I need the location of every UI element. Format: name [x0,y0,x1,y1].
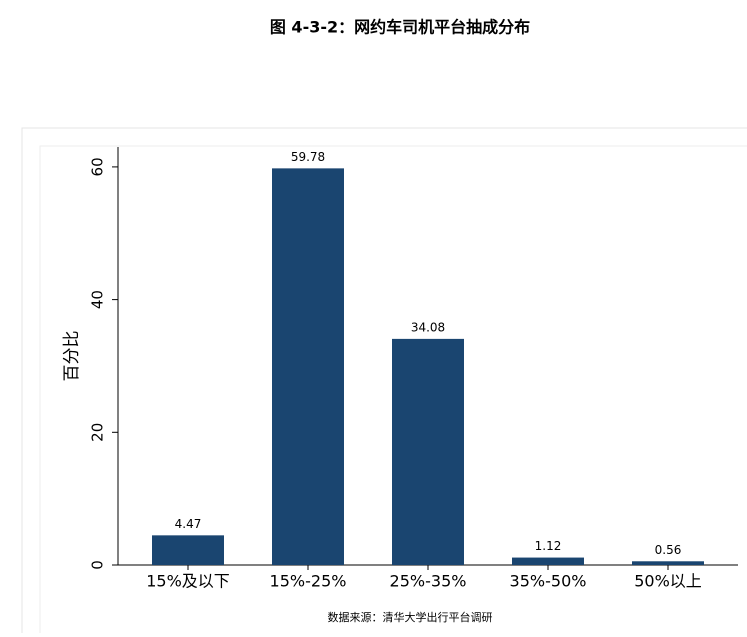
x-tick-label: 15%-25% [270,572,347,591]
y-axis-label: 百分比 [62,331,82,382]
bar [632,561,704,565]
y-tick-label: 20 [89,423,107,442]
bar [272,168,344,565]
x-tick-label: 15%及以下 [146,572,230,591]
y-tick-label: 0 [89,560,107,570]
y-tick-label: 40 [89,290,107,309]
x-tick-label: 25%-35% [390,572,467,591]
x-tick-label: 50%以上 [634,572,702,591]
value-label: 0.56 [655,543,682,557]
panel-border [21,127,747,637]
bar [512,557,584,565]
value-label: 4.47 [175,517,202,531]
y-tick-label: 60 [89,157,107,176]
plot-border [39,145,747,637]
source-note: 数据来源：清华大学出行平台调研 [328,610,493,624]
x-tick-label: 35%-50% [510,572,587,591]
chart-title: 图 4-3-2：网约车司机平台抽成分布 [270,18,530,37]
bar [392,338,464,565]
value-label: 34.08 [411,320,445,334]
value-label: 59.78 [291,150,325,164]
value-label: 1.12 [535,539,562,553]
bar [152,535,224,565]
